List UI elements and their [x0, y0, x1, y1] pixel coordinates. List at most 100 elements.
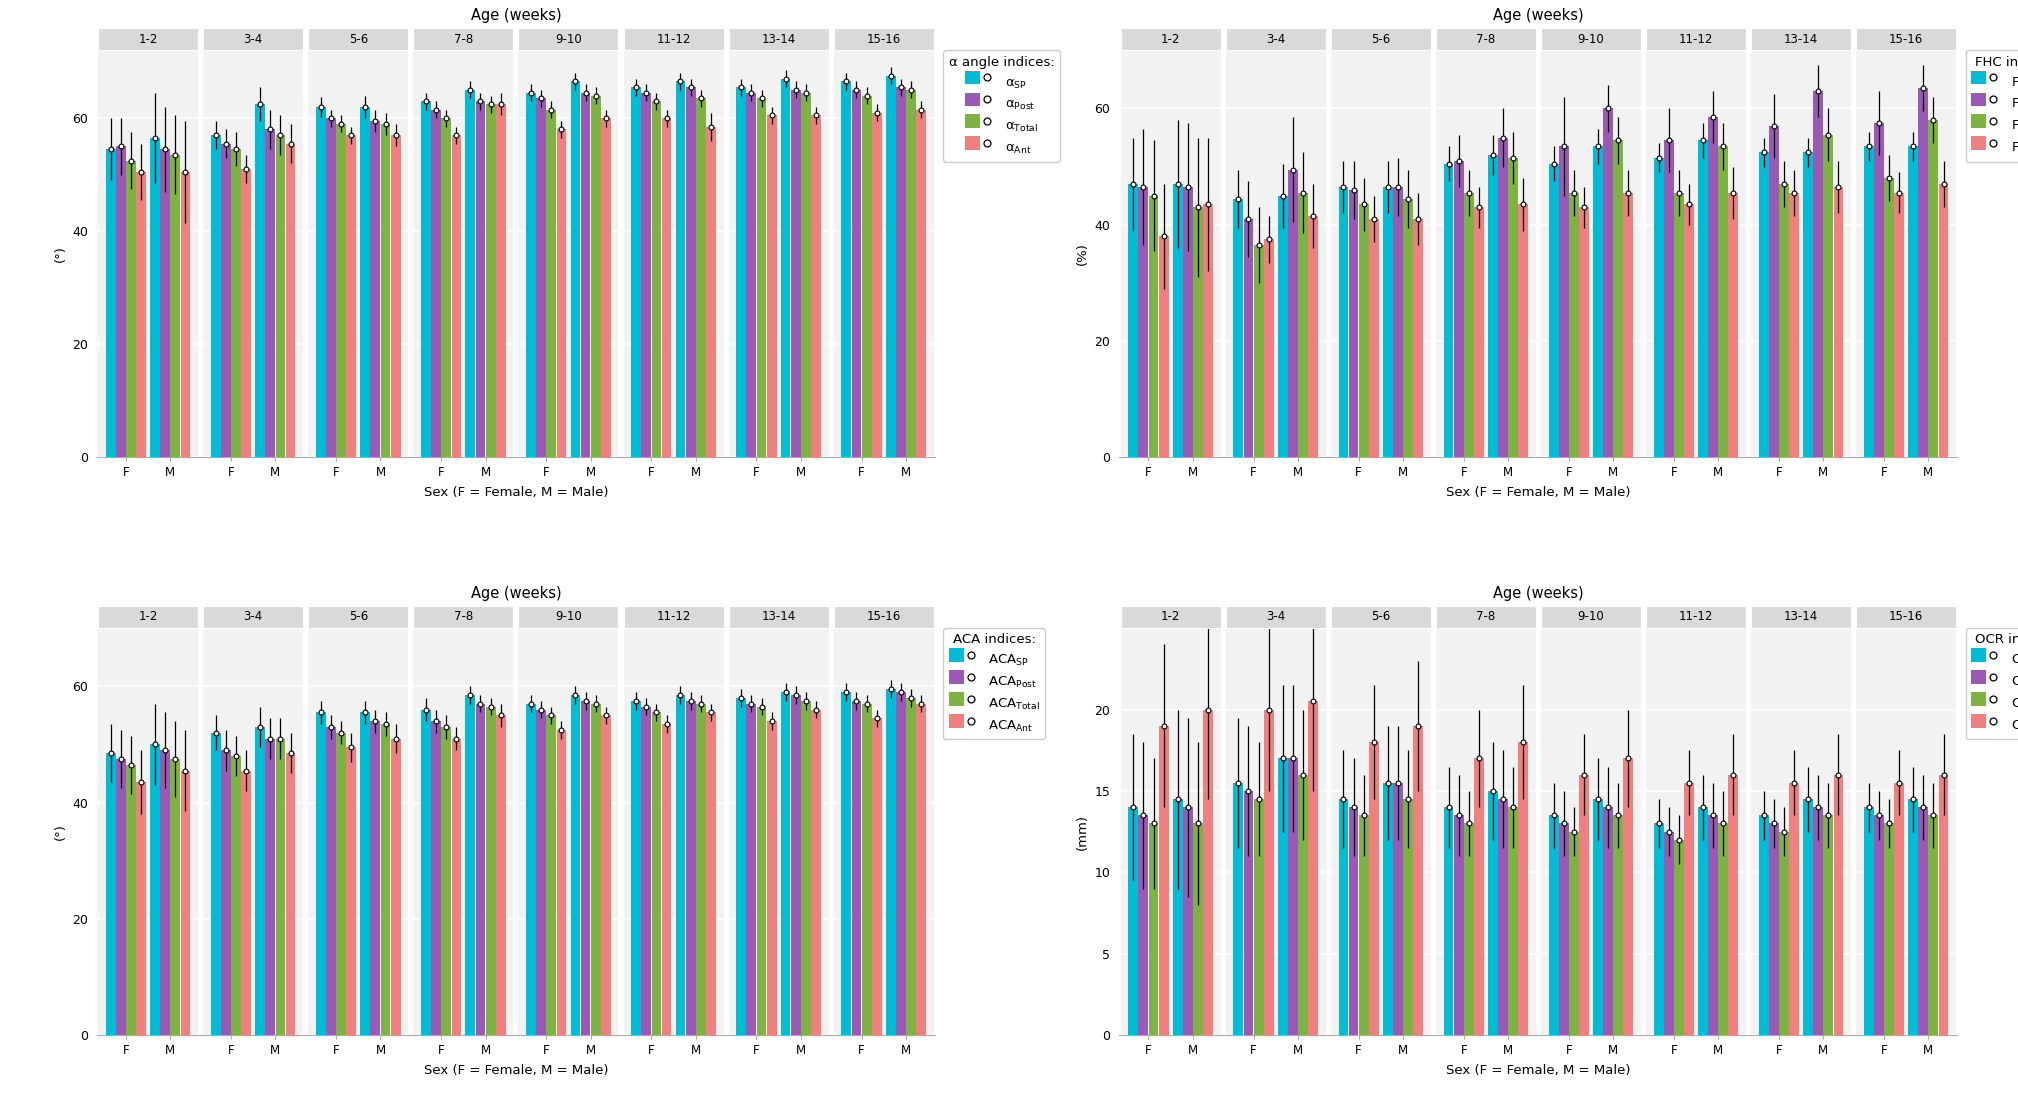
Text: 5-6: 5-6 — [1370, 611, 1390, 623]
Bar — [242, 771, 250, 1035]
Bar — [422, 101, 432, 458]
Bar — [212, 135, 220, 458]
Bar — [442, 727, 452, 1035]
Bar — [833, 628, 934, 1035]
Bar — [1770, 126, 1778, 458]
Bar — [811, 709, 821, 1035]
Bar — [1148, 196, 1158, 458]
Bar — [1804, 152, 1812, 458]
Bar — [1221, 50, 1225, 458]
Bar — [1909, 147, 1917, 458]
Bar — [852, 700, 862, 1035]
Bar — [1518, 205, 1528, 458]
Bar — [686, 87, 696, 458]
Bar — [896, 693, 906, 1035]
Bar — [1413, 726, 1423, 1035]
FancyBboxPatch shape — [1437, 28, 1536, 50]
Bar — [1824, 134, 1832, 458]
Bar — [1752, 628, 1851, 1035]
Bar — [1675, 192, 1683, 458]
Text: 13-14: 13-14 — [1784, 611, 1818, 623]
FancyBboxPatch shape — [833, 28, 934, 50]
FancyBboxPatch shape — [1857, 605, 1955, 628]
Bar — [1578, 207, 1588, 458]
Bar — [1338, 187, 1348, 458]
Bar — [1790, 192, 1800, 458]
Bar — [1172, 184, 1183, 458]
Bar — [232, 756, 240, 1035]
Title: Age (weeks): Age (weeks) — [1493, 8, 1584, 22]
Bar — [99, 628, 198, 1035]
Bar — [1330, 628, 1431, 1035]
Bar — [791, 90, 801, 458]
Bar — [676, 82, 686, 458]
Bar — [1403, 799, 1413, 1035]
Text: 3-4: 3-4 — [244, 611, 262, 623]
Bar — [632, 87, 642, 458]
Bar — [408, 628, 414, 1035]
FancyBboxPatch shape — [414, 28, 513, 50]
Bar — [204, 50, 303, 458]
Bar — [767, 115, 777, 458]
Text: 5-6: 5-6 — [349, 611, 367, 623]
Bar — [896, 87, 906, 458]
Bar — [1622, 759, 1633, 1035]
Bar — [204, 628, 303, 1035]
FancyBboxPatch shape — [833, 605, 934, 628]
Bar — [422, 709, 432, 1035]
Bar — [811, 115, 821, 458]
FancyBboxPatch shape — [1752, 605, 1851, 628]
Bar — [115, 147, 125, 458]
Bar — [1558, 824, 1568, 1035]
Bar — [1865, 147, 1875, 458]
Bar — [601, 715, 611, 1035]
Bar — [266, 739, 274, 1035]
Bar — [1746, 50, 1752, 458]
Bar — [652, 713, 662, 1035]
Bar — [1685, 783, 1693, 1035]
Bar — [1707, 117, 1717, 458]
Bar — [361, 713, 369, 1035]
Bar — [159, 750, 170, 1035]
Bar — [519, 50, 618, 458]
Bar — [381, 124, 389, 458]
Text: 9-10: 9-10 — [1578, 32, 1604, 46]
Bar — [149, 138, 159, 458]
Bar — [1578, 774, 1588, 1035]
Bar — [801, 700, 811, 1035]
Bar — [862, 704, 872, 1035]
Bar — [1431, 628, 1437, 1035]
FancyBboxPatch shape — [1120, 605, 1221, 628]
Bar — [537, 709, 547, 1035]
FancyBboxPatch shape — [309, 28, 408, 50]
Bar — [624, 50, 724, 458]
Text: 13-14: 13-14 — [761, 32, 795, 46]
Bar — [1277, 759, 1287, 1035]
Title: Age (weeks): Age (weeks) — [1493, 585, 1584, 601]
Bar — [180, 771, 190, 1035]
Bar — [1348, 190, 1358, 458]
Bar — [1382, 187, 1392, 458]
FancyBboxPatch shape — [1330, 605, 1431, 628]
Bar — [1413, 219, 1423, 458]
Bar — [1437, 50, 1536, 458]
FancyBboxPatch shape — [1647, 605, 1746, 628]
Bar — [1536, 50, 1542, 458]
Bar — [1885, 178, 1895, 458]
Bar — [327, 119, 335, 458]
Bar — [757, 706, 767, 1035]
Bar — [1203, 709, 1213, 1035]
Bar — [99, 50, 198, 458]
Text: 11-12: 11-12 — [1679, 32, 1713, 46]
Bar — [1865, 807, 1875, 1035]
Bar — [513, 628, 519, 1035]
Bar — [371, 721, 379, 1035]
Bar — [1568, 192, 1578, 458]
Bar — [842, 693, 852, 1035]
Bar — [557, 130, 567, 458]
Bar — [1824, 816, 1832, 1035]
Bar — [1487, 791, 1497, 1035]
Bar — [254, 104, 264, 458]
Bar — [1497, 138, 1507, 458]
Bar — [1895, 192, 1905, 458]
